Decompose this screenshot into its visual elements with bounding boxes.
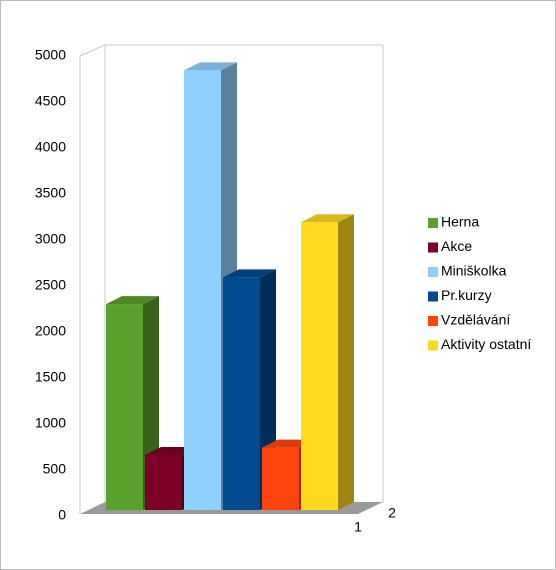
y-tick-label: 1500 (35, 369, 66, 385)
bar-top (184, 62, 237, 71)
legend-label: Pr.kurzy (441, 287, 492, 303)
y-tick-label: 0 (58, 507, 66, 523)
bar-front (145, 454, 182, 510)
y-tick-label: 2500 (35, 277, 66, 293)
y-tick-label: 1000 (35, 415, 66, 431)
x-category-label: 1 (354, 519, 362, 535)
bar-front (184, 70, 221, 511)
legend-label: Herna (441, 214, 479, 230)
bar-top (301, 214, 354, 223)
legend-label: Akce (441, 238, 472, 254)
bar-front (223, 277, 260, 510)
legend-label: Vzdělávání (441, 312, 510, 328)
depth-category-label: 2 (388, 505, 396, 521)
y-tick-label: 500 (43, 461, 67, 477)
legend-swatch (428, 316, 438, 326)
legend-swatch (428, 242, 438, 253)
legend-swatch (428, 291, 438, 302)
legend-swatch (428, 267, 438, 277)
y-tick-label: 3000 (35, 231, 66, 247)
bar-front (262, 447, 299, 510)
legend-label: Miniškolka (441, 263, 507, 279)
y-tick-label: 3500 (35, 185, 66, 201)
bar-top (106, 296, 159, 305)
y-tick-label: 4500 (35, 93, 66, 109)
bar-side (338, 214, 354, 510)
legend-swatch (428, 340, 438, 351)
y-tick-label: 5000 (35, 47, 66, 63)
y-tick-label: 2000 (35, 323, 66, 339)
legend-label: Aktivity ostatní (441, 336, 531, 352)
bar-front (301, 222, 338, 510)
y-tick-label: 4000 (35, 139, 66, 155)
bar-front (106, 304, 143, 510)
bar-top (223, 269, 276, 278)
legend-swatch (428, 218, 438, 228)
